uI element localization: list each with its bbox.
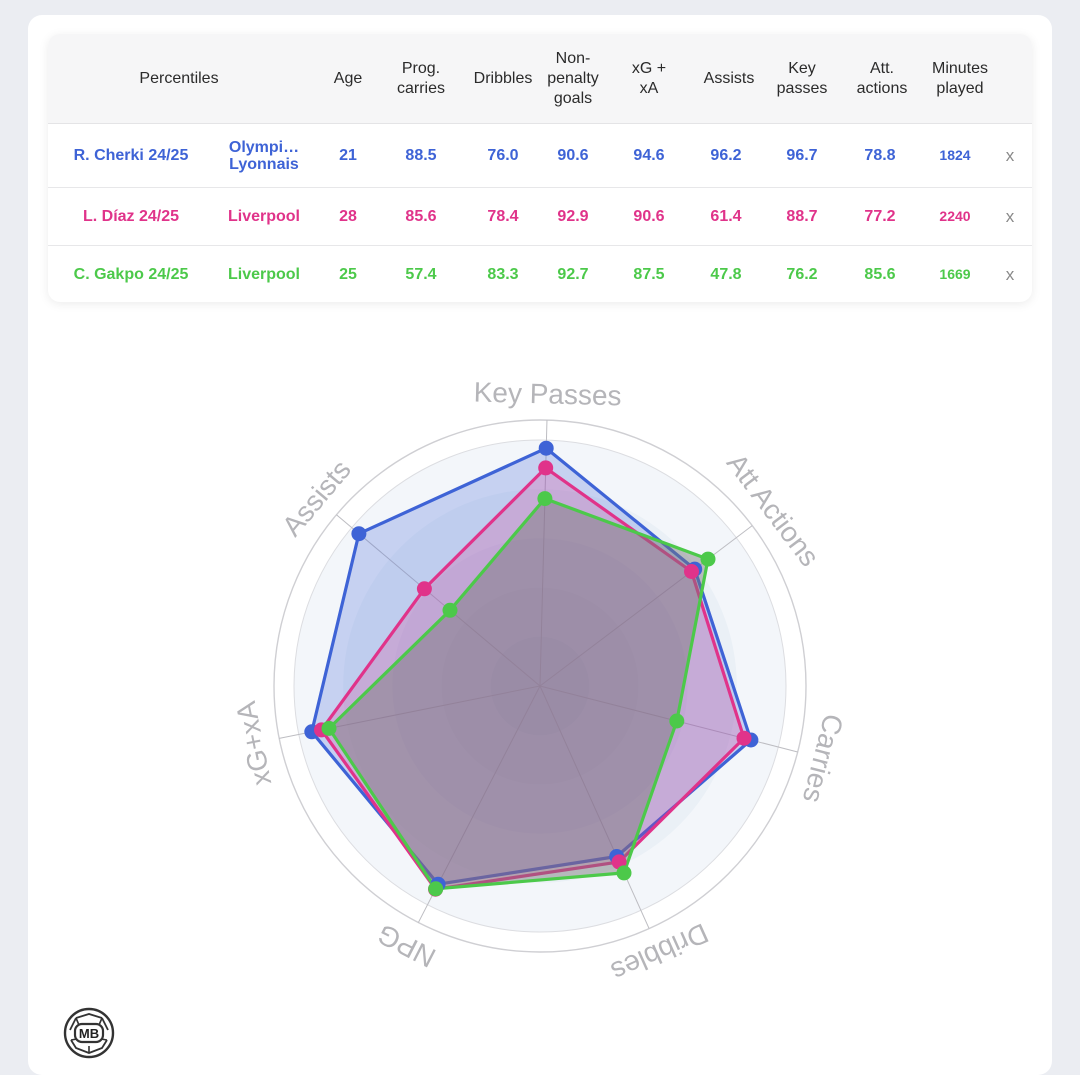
radar-point [442, 602, 458, 618]
npg-cell: 92.7 [557, 265, 589, 283]
player-name[interactable]: C. Gakpo 24/25 [73, 265, 189, 283]
radar-chart: Key Passes Att Actions Carries Dribbles NPG x… [200, 370, 900, 990]
radar-point [669, 713, 685, 729]
player-name[interactable]: R. Cherki 24/25 [73, 147, 189, 164]
club-name: Liverpool [227, 208, 300, 225]
remove-row-button[interactable]: x [1005, 264, 1015, 284]
att-actions-cell: 77.2 [864, 208, 896, 225]
club-name: Liverpool [227, 265, 300, 283]
key-passes-cell: 88.7 [786, 208, 818, 225]
radar-point [537, 491, 553, 507]
xg-xa-cell: 90.6 [633, 208, 665, 225]
prog-carries-cell: 85.6 [405, 208, 437, 225]
radar-spoke [539, 685, 650, 929]
assists-cell: 61.4 [710, 208, 742, 225]
table-header: Percentiles Age Prog. carries Dribbles N… [48, 34, 1032, 124]
radar-point [428, 881, 444, 897]
radar-point [736, 730, 752, 746]
minutes-cell: 1669 [939, 265, 971, 282]
att-actions-cell: 85.6 [864, 265, 896, 283]
radar-axis-label: xG+xA [230, 699, 277, 789]
xg-xa-cell: 87.5 [633, 265, 665, 283]
radar-point [416, 581, 432, 597]
header-att-actions[interactable]: Att. actions [856, 59, 908, 97]
assists-cell: 96.2 [710, 147, 742, 164]
radar-series-area [327, 497, 710, 891]
header-assists[interactable]: Assists [703, 69, 755, 87]
header-minutes[interactable]: Minutes played [931, 59, 989, 97]
radar-point [700, 551, 716, 567]
npg-cell: 90.6 [557, 147, 589, 164]
radar-spoke [336, 514, 541, 687]
radar-point [616, 865, 632, 881]
header-dribbles[interactable]: Dribbles [473, 69, 533, 87]
key-passes-cell: 76.2 [786, 265, 818, 283]
radar-point [538, 460, 554, 476]
radar-series-area [310, 446, 753, 886]
header-xg-xa[interactable]: xG + xA [631, 59, 667, 97]
att-actions-cell: 78.8 [864, 147, 896, 164]
table-row: L. Díaz 24/25 Liverpool 28 85.6 78.4 92.… [48, 188, 1032, 246]
xg-xa-cell: 94.6 [633, 147, 665, 164]
radar-axis-label: Carries [797, 711, 849, 806]
remove-row-button[interactable]: x [1005, 146, 1015, 165]
prog-carries-cell: 88.5 [405, 147, 437, 164]
prog-carries-cell: 57.4 [405, 265, 437, 283]
dribbles-cell: 83.3 [487, 265, 519, 283]
header-key-passes[interactable]: Key passes [776, 59, 828, 97]
radar-spoke [539, 525, 753, 687]
minutes-cell: 2240 [939, 208, 971, 224]
header-npg[interactable]: Non- penalty goals [547, 49, 599, 107]
remove-row-button[interactable]: x [1005, 207, 1015, 226]
mb-logo: MB [63, 1007, 115, 1059]
dribbles-cell: 76.0 [487, 147, 519, 164]
header-prog-carries[interactable]: Prog. carries [396, 59, 445, 97]
key-passes-cell: 96.7 [786, 147, 818, 164]
logo-text: MB [79, 1026, 99, 1041]
percentiles-table: Percentiles Age Prog. carries Dribbles N… [48, 34, 1032, 302]
table-row: C. Gakpo 24/25 Liverpool 25 57.4 83.3 92… [48, 246, 1032, 302]
radar-point [538, 440, 554, 456]
age-cell: 21 [339, 147, 357, 164]
radar-axis-label: Key Passes [473, 377, 622, 412]
dribbles-cell: 78.4 [487, 208, 519, 225]
header-age[interactable]: Age [333, 69, 363, 87]
club-name: Olympi… Lyonnais [228, 138, 300, 173]
radar-point [351, 526, 367, 542]
header-percentiles: Percentiles [139, 69, 219, 87]
age-cell: 25 [339, 265, 357, 283]
age-cell: 28 [339, 208, 357, 225]
radar-point [684, 564, 699, 579]
minutes-cell: 1824 [939, 147, 971, 163]
npg-cell: 92.9 [557, 208, 589, 225]
assists-cell: 47.8 [710, 265, 742, 283]
radar-point [321, 720, 337, 736]
player-name[interactable]: L. Díaz 24/25 [82, 208, 180, 225]
table-row: R. Cherki 24/25 Olympi… Lyonnais 21 88.5… [48, 124, 1032, 188]
